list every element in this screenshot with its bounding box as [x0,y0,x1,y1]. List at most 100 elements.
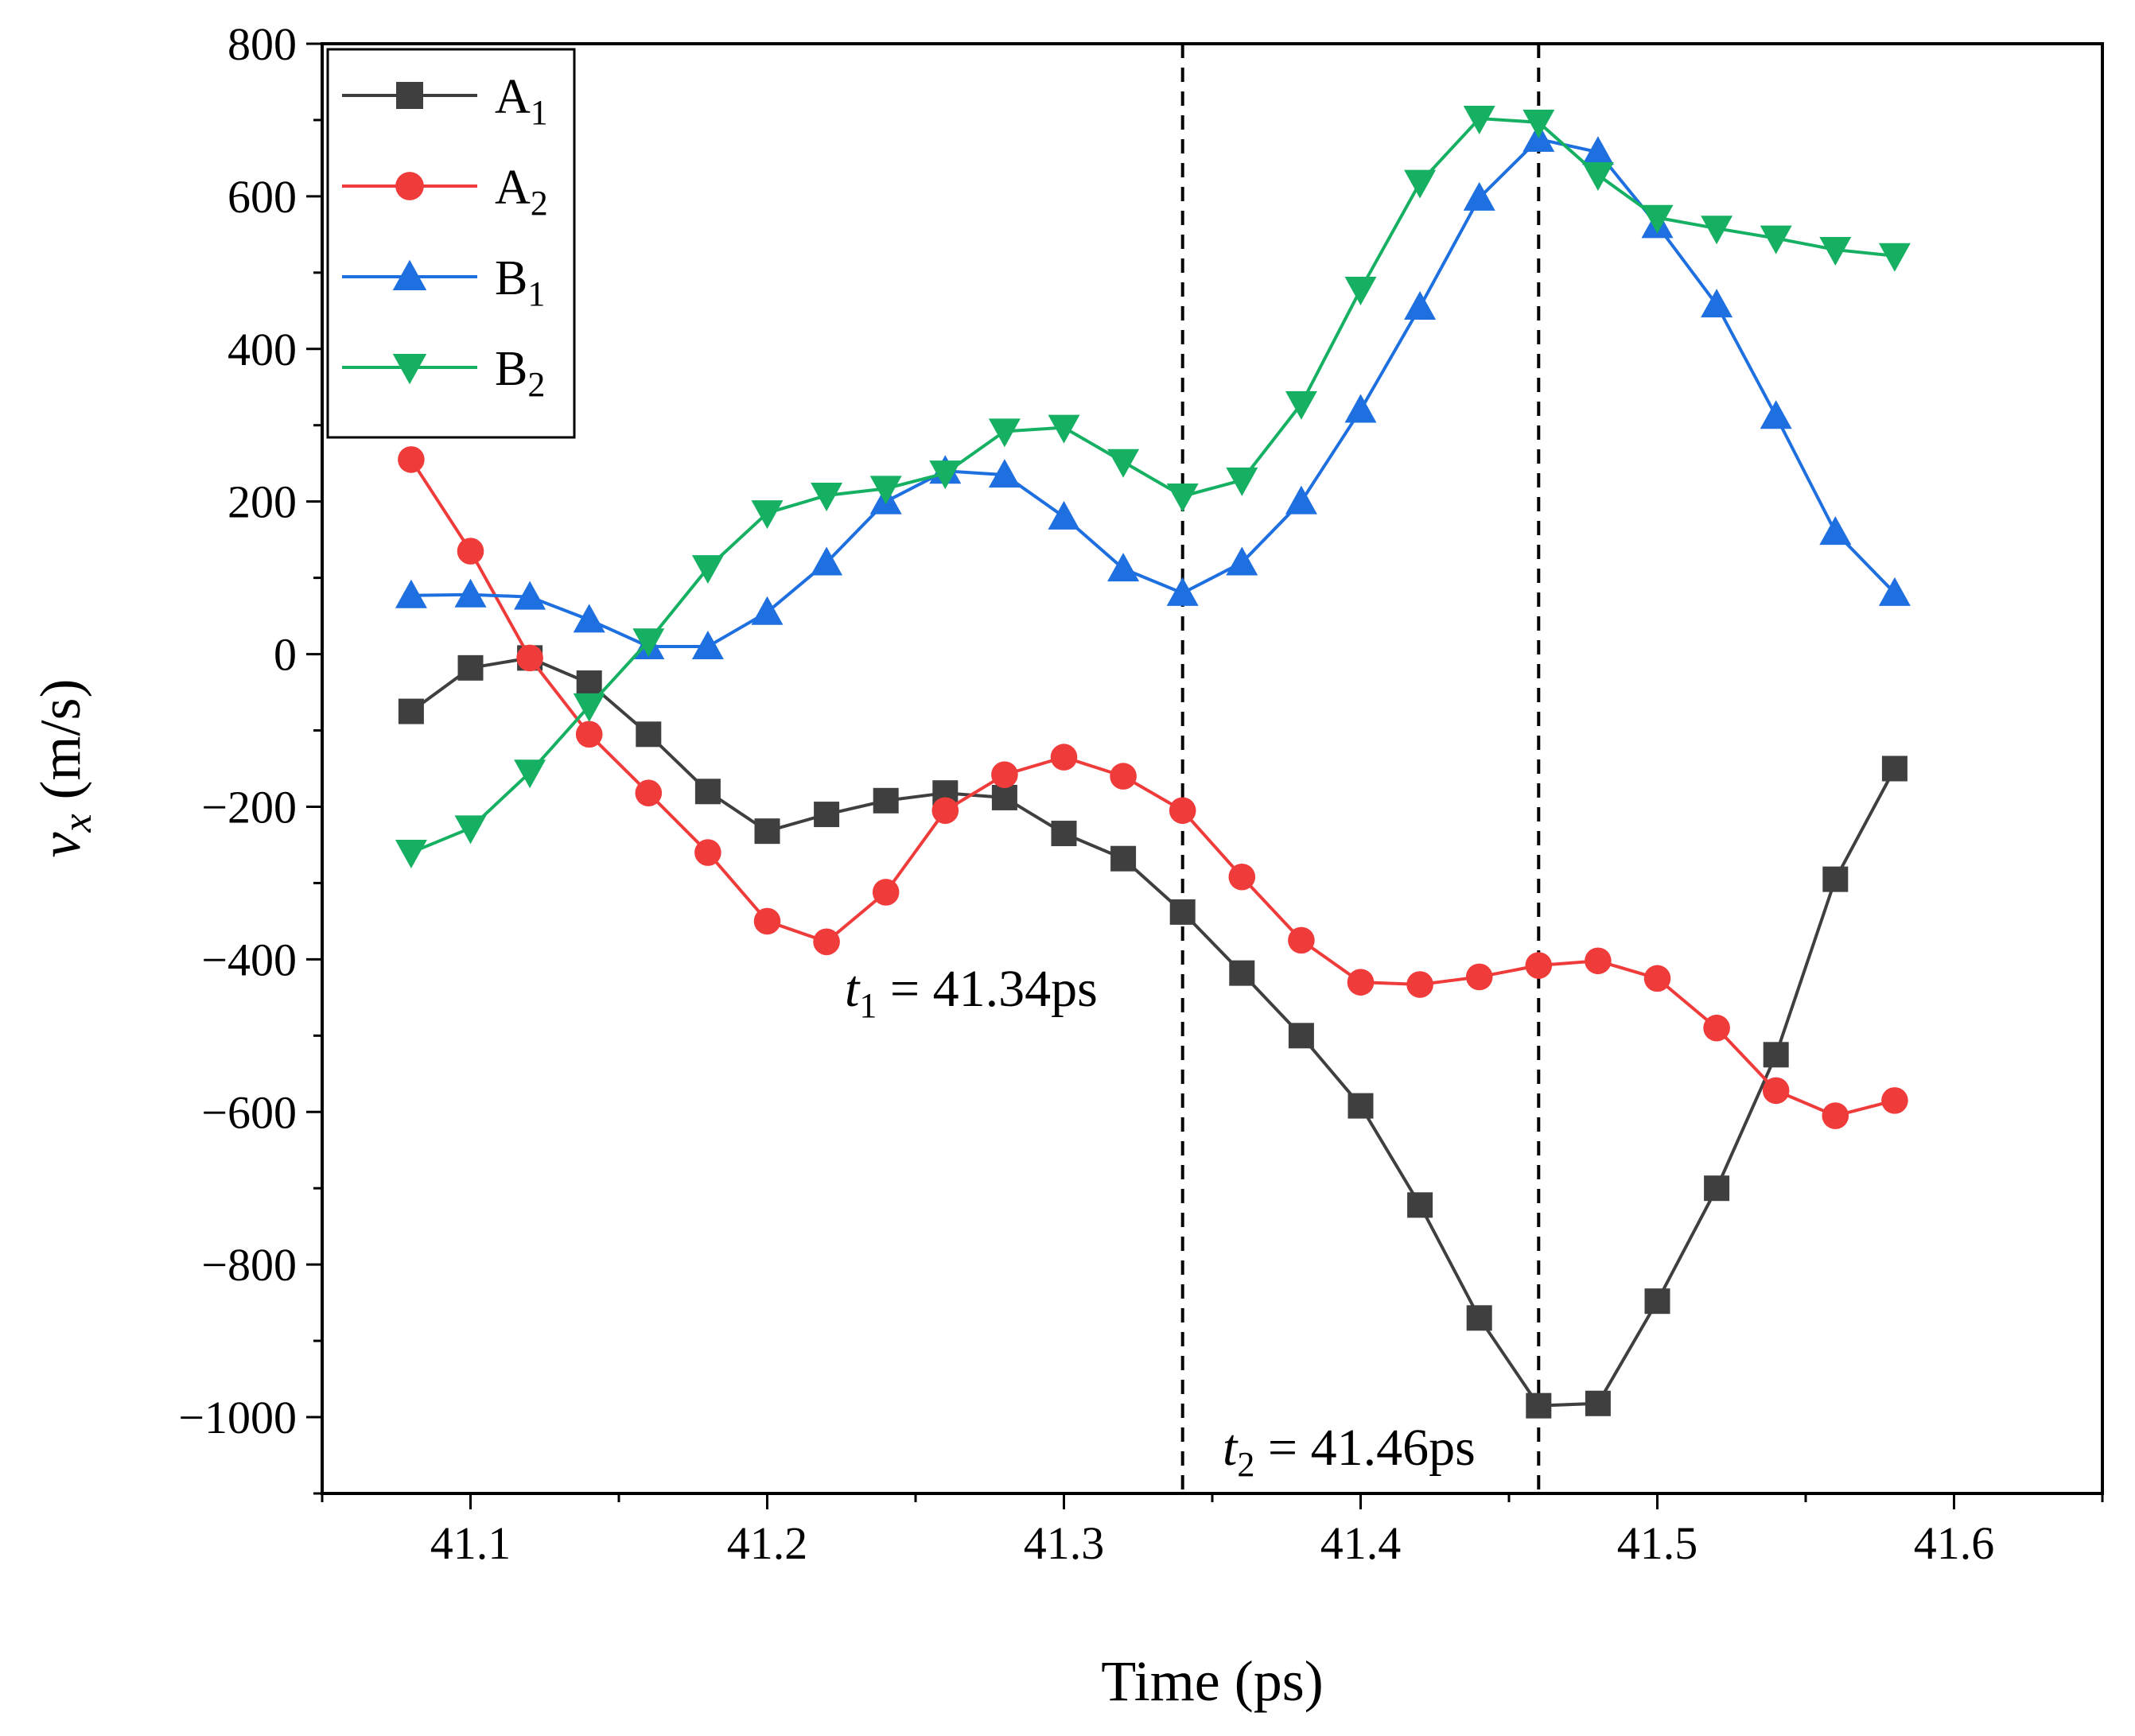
data-point-B1 [1404,291,1437,320]
data-point-A1 [1348,1093,1374,1119]
data-point-B2 [1285,390,1317,420]
legend-label: A1 [495,70,548,132]
data-point-A1 [754,818,780,845]
data-point-A2 [753,907,781,935]
data-point-B2 [1166,483,1199,512]
data-point-A2 [1585,947,1612,975]
data-point-B2 [1760,225,1792,254]
series-line-A1 [410,656,1896,1408]
y-tick-label: 0 [274,629,297,681]
data-point-A2 [1050,744,1078,771]
annotation-t2-sub: 2 [1237,1445,1254,1484]
data-point-B1 [395,579,427,608]
data-point-A1 [1526,1392,1552,1419]
data-point-A1 [814,802,840,828]
y-axis-title: vx (m/s) [29,678,100,857]
data-point-A2 [1228,863,1256,891]
data-point-A1 [1407,1192,1433,1218]
data-point-A1 [1822,866,1849,892]
data-point-B1 [811,546,843,576]
data-point-A2 [931,797,959,825]
data-point-B1 [454,578,487,608]
y-tick-label: 800 [228,18,297,70]
series-layer [395,106,1911,1419]
data-point-B1 [1819,516,1852,546]
annotation-t1-var: t [845,960,861,1018]
data-point-A2 [1643,965,1671,992]
data-point-B1 [1581,136,1614,165]
data-point-A2 [991,761,1018,788]
x-tick-label: 41.3 [1024,1517,1105,1569]
data-point-B2 [1522,109,1555,138]
data-point-B2 [691,555,724,584]
data-point-B2 [632,628,665,658]
data-point-B1 [1107,553,1140,582]
data-point-A1 [1466,1305,1492,1331]
y-tick-label: 600 [228,171,297,223]
annotation-t2-var: t [1223,1419,1239,1477]
x-tick-label: 41.6 [1914,1517,1995,1569]
data-point-B1 [1226,546,1258,576]
data-point-A2 [1762,1077,1790,1105]
y-tick-label: 200 [228,476,297,528]
legend-swatch-marker [395,172,424,200]
data-point-B1 [1285,485,1317,515]
data-point-B2 [988,418,1021,448]
data-point-B1 [514,581,546,610]
legend-items: A1 A2 B1 B2 [342,70,548,404]
data-point-A2 [1822,1102,1849,1129]
data-point-B1 [691,630,724,659]
x-tick-label: 41.1 [430,1517,511,1569]
series-line-A2 [410,458,1896,1118]
data-point-A2 [1881,1087,1908,1114]
y-tick-label: −200 [201,781,297,833]
y-tick-label: −1000 [178,1392,297,1443]
legend-label: B1 [495,251,545,313]
legend-swatch-marker [396,82,423,109]
series-B2 [395,106,1911,869]
data-point-B1 [573,604,605,633]
y-tick-label: −800 [201,1239,297,1291]
series-line-B2 [410,116,1896,854]
data-point-A1 [457,654,484,681]
axes-layer: 41.1 41.2 41.3 41.4 41.5 41.6 800 600 400 200 0 −20… [178,18,2104,1569]
data-point-B2 [751,500,784,530]
data-point-A1 [1110,845,1137,872]
annotation-t2: t2 = 41.46ps [1223,1419,1476,1484]
legend: A1 A2 B1 B2 [326,48,576,439]
data-point-A1 [398,698,424,724]
data-point-B2 [454,815,487,845]
data-point-A1 [1051,821,1077,847]
series-A2 [398,446,1908,1129]
data-point-A1 [991,784,1017,810]
data-point-B2 [573,693,605,722]
data-point-B2 [869,476,902,505]
y-tick-label: −400 [201,934,297,985]
data-point-A2 [635,779,663,807]
data-point-B2 [1641,204,1674,234]
data-point-A1 [1704,1175,1730,1202]
vertical-marker-lines [1180,44,1541,1493]
legend-label: B2 [495,342,545,404]
data-point-A2 [1288,926,1315,954]
data-point-A1 [1763,1042,1789,1068]
data-point-A2 [398,446,425,473]
data-point-B2 [1107,449,1140,478]
annotation-t2-value: = 41.46ps [1254,1419,1475,1477]
data-point-B2 [929,460,962,490]
x-axis-title: Time (ps) [1101,1649,1323,1713]
data-point-B2 [1819,237,1852,266]
data-point-B1 [1878,577,1911,606]
data-point-A1 [1169,899,1196,925]
data-point-B2 [1048,414,1080,444]
data-point-A1 [1288,1023,1314,1049]
data-point-B1 [988,459,1021,488]
data-point-A1 [1229,960,1255,986]
legend-item-A1: A1 [342,70,548,132]
data-point-B2 [811,483,843,512]
data-point-A2 [1169,797,1196,825]
data-point-A1 [1644,1288,1670,1315]
series-B1 [395,122,1911,659]
data-point-B2 [1226,467,1258,496]
y-axis-title-sub: x [55,814,100,833]
